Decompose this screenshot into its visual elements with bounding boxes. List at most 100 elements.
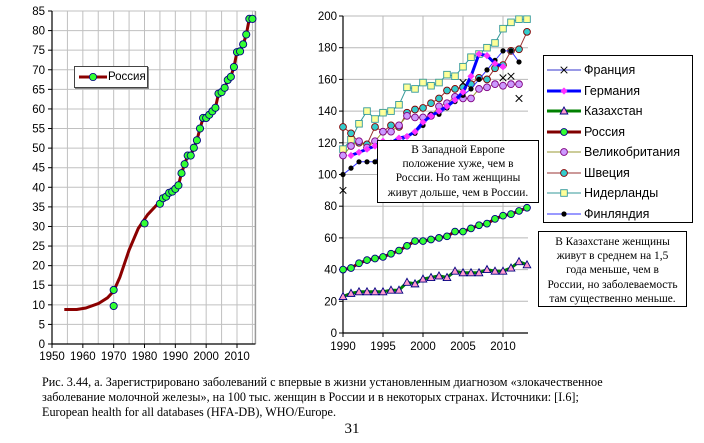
data-point (499, 74, 507, 82)
data-point (435, 234, 443, 242)
data-point (515, 45, 523, 54)
note-line: живут дольше, чем в России. (387, 186, 529, 199)
data-point (466, 267, 476, 277)
data-point (419, 237, 427, 245)
data-point (395, 121, 403, 130)
data-point (339, 123, 347, 131)
data-point (379, 253, 387, 261)
data-point (523, 28, 531, 36)
data-point (435, 107, 443, 115)
data-point-russia (236, 47, 245, 56)
data-point (363, 256, 371, 264)
data-point (411, 113, 419, 122)
data-point (339, 145, 347, 153)
data-point (426, 272, 436, 281)
data-point (500, 48, 506, 54)
data-point (483, 52, 491, 60)
data-point (347, 129, 355, 138)
data-point (355, 259, 363, 268)
data-point (355, 148, 363, 156)
data-point (356, 159, 362, 165)
data-point (507, 18, 515, 27)
x-tick-label: 1970 (101, 351, 127, 363)
x-tick-label: 2000 (193, 351, 219, 363)
figure-caption: Рис. 3.44, а. Зарегистрировано заболеван… (42, 375, 682, 420)
legend-item: Казахстан (544, 101, 692, 122)
data-point (483, 83, 491, 92)
data-point (515, 207, 523, 215)
x-tick-label: 1950 (39, 351, 65, 363)
legend-marker (561, 211, 567, 217)
data-point (435, 78, 443, 87)
data-point (476, 76, 482, 82)
data-point-russia (189, 143, 198, 152)
legend-item: Франция (544, 60, 692, 81)
legend-item: Германия (544, 81, 692, 102)
y-tick-label: 50 (32, 143, 45, 155)
data-point (354, 286, 364, 296)
data-point (338, 291, 348, 300)
data-point (515, 80, 523, 89)
data-point (402, 277, 412, 286)
data-point (364, 159, 370, 165)
data-point-russia (248, 14, 257, 23)
data-point (499, 81, 507, 90)
y-tick-label: 40 (32, 182, 45, 194)
y-tick-label: 10 (32, 300, 45, 312)
legend-item: Великобритания (544, 142, 692, 163)
data-point (507, 72, 515, 80)
legend-label: Финляндия (584, 206, 650, 221)
legend-marker (560, 168, 568, 177)
data-point-russia (109, 285, 118, 294)
data-point (339, 265, 347, 274)
data-point (483, 219, 491, 228)
y-tick-label: 20 (32, 261, 45, 273)
data-point (379, 108, 387, 117)
x-tick-label: 1990 (163, 351, 189, 363)
data-point (371, 254, 379, 263)
data-point (411, 105, 419, 114)
legend-item: Россия (544, 122, 692, 143)
legend-marker (560, 127, 568, 136)
data-point-russia (226, 72, 235, 81)
legend-label: Нидерланды (584, 186, 659, 201)
data-point (363, 107, 371, 115)
data-point (346, 288, 356, 297)
note-line: В Западной Европе (411, 144, 505, 156)
y-tick-label: 20 (324, 296, 337, 308)
data-point (515, 94, 523, 103)
data-point (459, 88, 467, 96)
data-point (506, 263, 516, 272)
x-tick-label: 1980 (132, 351, 158, 363)
data-point (403, 132, 411, 141)
data-point (491, 80, 499, 89)
x-tick-label: 2005 (450, 341, 476, 353)
data-point (387, 127, 395, 136)
data-point (484, 67, 490, 73)
y-tick-label: 45 (32, 163, 45, 175)
data-point (451, 96, 459, 104)
note-line: положение хуже, чем в (402, 158, 514, 171)
data-point (491, 39, 499, 47)
y-tick-label: 30 (32, 221, 45, 233)
data-point (515, 15, 523, 23)
y-tick-label: 70 (32, 65, 45, 77)
legend-marker-icon (547, 66, 581, 74)
data-point (371, 123, 379, 131)
legend-label: Швеция (584, 165, 630, 180)
legend-label: Великобритания (584, 145, 680, 160)
data-point (355, 137, 363, 146)
legend-line-marker-icon (79, 73, 107, 81)
legend-marker (560, 189, 568, 197)
x-tick-label: 2010 (490, 341, 516, 353)
data-point (451, 72, 459, 80)
caption-line: Рис. 3.44, а. Зарегистрировано заболеван… (42, 375, 603, 389)
data-point (507, 80, 515, 89)
data-point (434, 270, 444, 280)
data-point-russia (186, 151, 195, 160)
data-point-russia (242, 30, 251, 39)
y-tick-label: 75 (32, 45, 45, 57)
note-line: там существенно меньше. (549, 292, 676, 305)
legend-marker-icon (547, 168, 581, 177)
data-point (339, 151, 347, 160)
